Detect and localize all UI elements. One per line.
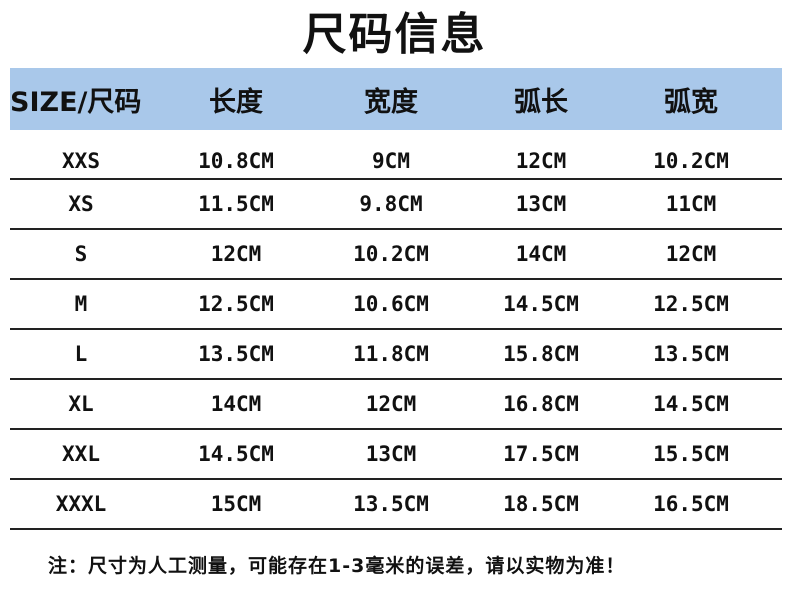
- cell-arc-length: 12CM: [515, 149, 567, 173]
- cell-width: 12CM: [365, 392, 417, 416]
- measurement-note: 注：尺寸为人工测量，可能存在1-3毫米的误差，请以实物为准！: [48, 555, 626, 577]
- cell-length: 14.5CM: [198, 442, 274, 466]
- cell-arc-width: 15.5CM: [653, 442, 729, 466]
- cell-arc-width: 14.5CM: [653, 392, 729, 416]
- cell-size: XXS: [62, 149, 100, 173]
- table-row: XXS 10.8CM 9CM 12CM 10.2CM: [10, 144, 782, 180]
- table-spacer: [10, 130, 782, 144]
- table-row: XL 14CM 12CM 16.8CM 14.5CM: [10, 380, 782, 430]
- table-row: XXL 14.5CM 13CM 17.5CM 15.5CM: [10, 430, 782, 480]
- header-length: 长度: [209, 86, 263, 118]
- cell-length: 10.8CM: [198, 149, 274, 173]
- table-row: M 12.5CM 10.6CM 14.5CM 12.5CM: [10, 280, 782, 330]
- cell-size: XS: [68, 192, 94, 216]
- cell-width: 11.8CM: [353, 342, 429, 366]
- cell-arc-length: 17.5CM: [503, 442, 579, 466]
- cell-length: 14CM: [210, 392, 262, 416]
- cell-size: M: [74, 292, 88, 316]
- header-arc-width: 弧宽: [664, 86, 718, 118]
- cell-arc-length: 15.8CM: [503, 342, 579, 366]
- cell-arc-length: 14.5CM: [503, 292, 579, 316]
- cell-size: XL: [68, 392, 94, 416]
- cell-size: L: [74, 342, 88, 366]
- header-arc-length: 弧长: [514, 86, 568, 118]
- header-size: SIZE/尺码: [10, 86, 142, 118]
- cell-width: 10.6CM: [353, 292, 429, 316]
- cell-arc-width: 12.5CM: [653, 292, 729, 316]
- cell-arc-width: 13.5CM: [653, 342, 729, 366]
- cell-length: 12CM: [210, 242, 262, 266]
- size-table: SIZE/尺码 长度 宽度 弧长 弧宽 XXS 10.8CM 9CM 12CM …: [10, 68, 782, 530]
- table-row: XS 11.5CM 9.8CM 13CM 11CM: [10, 180, 782, 230]
- cell-arc-width: 12CM: [665, 242, 717, 266]
- cell-size: XXL: [62, 442, 100, 466]
- cell-width: 10.2CM: [353, 242, 429, 266]
- table-row: S 12CM 10.2CM 14CM 12CM: [10, 230, 782, 280]
- table-row: L 13.5CM 11.8CM 15.8CM 13.5CM: [10, 330, 782, 380]
- cell-width: 13.5CM: [353, 492, 429, 516]
- cell-length: 12.5CM: [198, 292, 274, 316]
- cell-size: S: [74, 242, 88, 266]
- header-width: 宽度: [364, 86, 418, 118]
- cell-arc-width: 11CM: [665, 192, 717, 216]
- cell-width: 9CM: [372, 149, 410, 173]
- cell-width: 9.8CM: [359, 192, 423, 216]
- table-header-row: SIZE/尺码 长度 宽度 弧长 弧宽: [10, 68, 782, 130]
- cell-size: XXXL: [55, 492, 107, 516]
- cell-length: 13.5CM: [198, 342, 274, 366]
- cell-arc-length: 13CM: [515, 192, 567, 216]
- table-row: XXXL 15CM 13.5CM 18.5CM 16.5CM: [10, 480, 782, 530]
- cell-width: 13CM: [365, 442, 417, 466]
- cell-arc-width: 16.5CM: [653, 492, 729, 516]
- cell-arc-length: 18.5CM: [503, 492, 579, 516]
- cell-length: 11.5CM: [198, 192, 274, 216]
- cell-arc-width: 10.2CM: [653, 149, 729, 173]
- page-title: 尺码信息: [302, 9, 487, 60]
- cell-length: 15CM: [210, 492, 262, 516]
- cell-arc-length: 16.8CM: [503, 392, 579, 416]
- cell-arc-length: 14CM: [515, 242, 567, 266]
